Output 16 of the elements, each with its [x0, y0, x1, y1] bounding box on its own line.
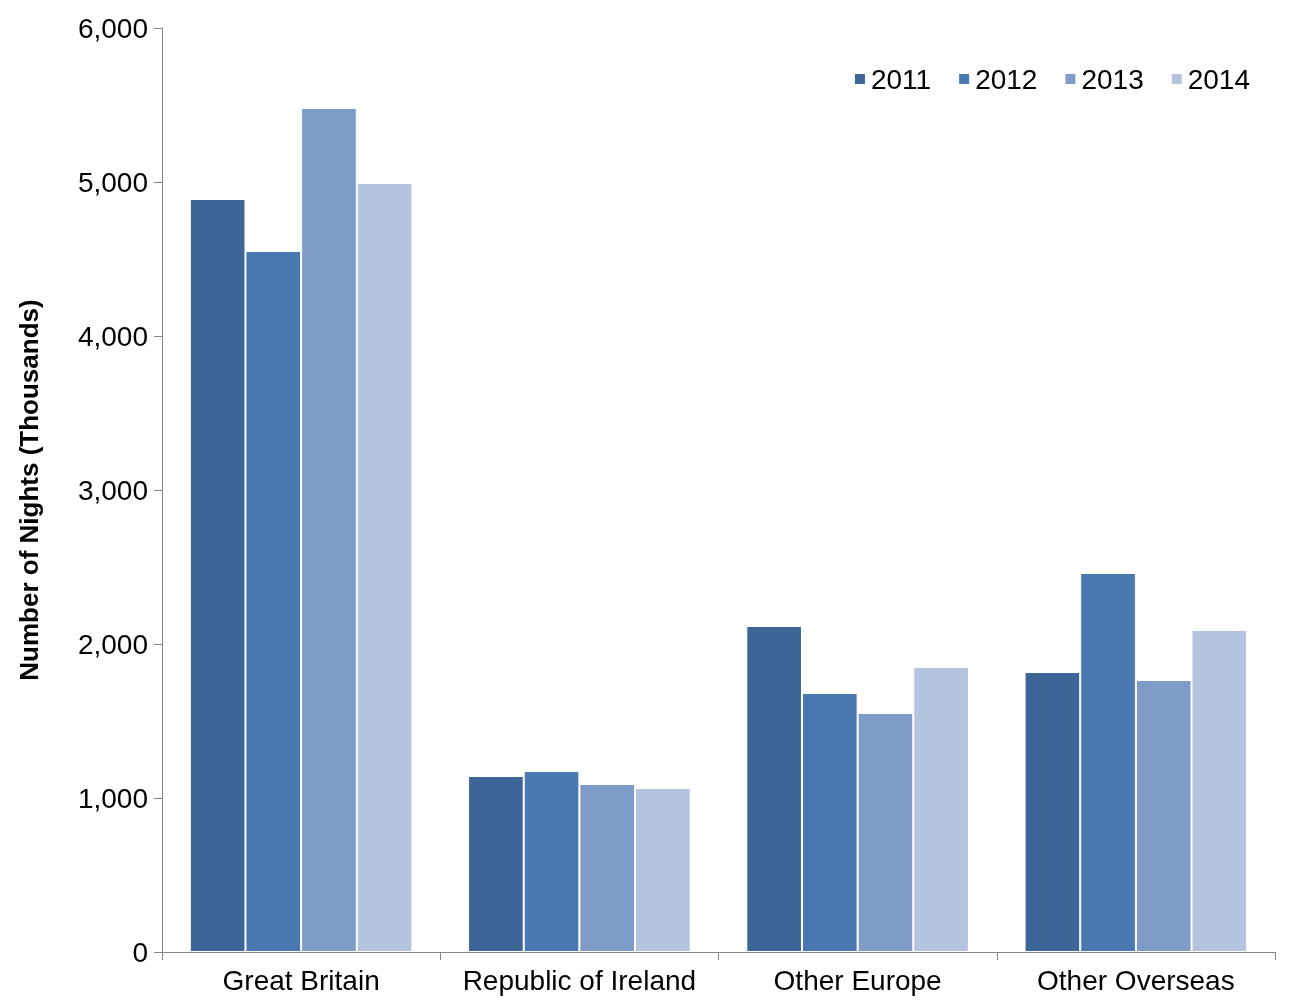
x-tick-label: Great Britain [222, 964, 380, 996]
y-tick-label: 2,000 [77, 628, 148, 660]
x-tick-label: Other Europe [773, 964, 942, 996]
y-tick-label: 4,000 [77, 320, 148, 352]
y-tick-label: 1,000 [77, 782, 148, 814]
y-axis-title: Number of Nights (Thousands) [14, 299, 44, 681]
x-tick-label: Republic of Ireland [462, 964, 697, 996]
legend-label: 2014 [1187, 63, 1251, 95]
y-tick-label: 5,000 [77, 166, 148, 198]
legend-label: 2012 [975, 63, 1038, 95]
y-tick-label: 6,000 [77, 12, 148, 44]
x-tick-label: Other Overseas [1037, 964, 1235, 996]
legend-label: 2011 [870, 63, 932, 95]
y-tick-label: 0 [132, 936, 148, 968]
legend-label: 2013 [1081, 63, 1144, 95]
y-tick-label: 3,000 [77, 474, 148, 506]
